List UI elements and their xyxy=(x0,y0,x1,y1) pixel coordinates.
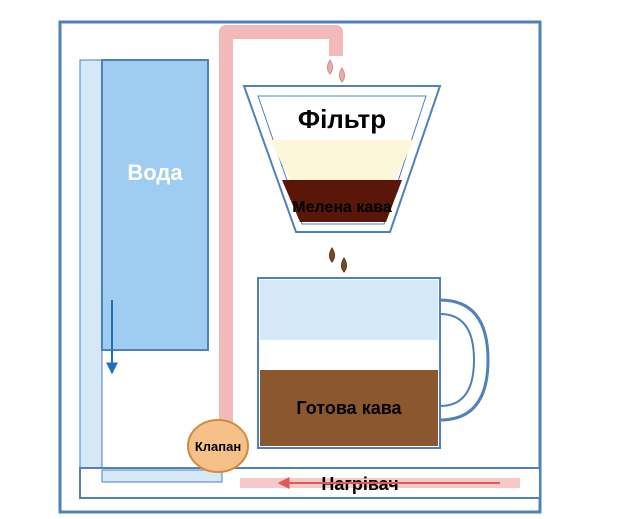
coffee-drops xyxy=(330,248,347,272)
coffee-maker-diagram: Вода Фільтр Мелена кава xyxy=(0,0,640,519)
cold-tube xyxy=(80,60,102,468)
water-label: Вода xyxy=(127,160,183,185)
filter-label: Фільтр xyxy=(298,104,386,134)
ground-coffee-label: Мелена кава xyxy=(292,199,392,216)
bottom-cold-tube xyxy=(102,470,222,482)
coffee-pot xyxy=(258,278,488,448)
water-drops xyxy=(328,60,345,82)
valve-label: Клапан xyxy=(195,439,241,454)
water-reservoir: Вода xyxy=(102,60,208,350)
valve: Клапан xyxy=(188,420,248,472)
ready-coffee-label: Готова кава xyxy=(296,398,402,418)
